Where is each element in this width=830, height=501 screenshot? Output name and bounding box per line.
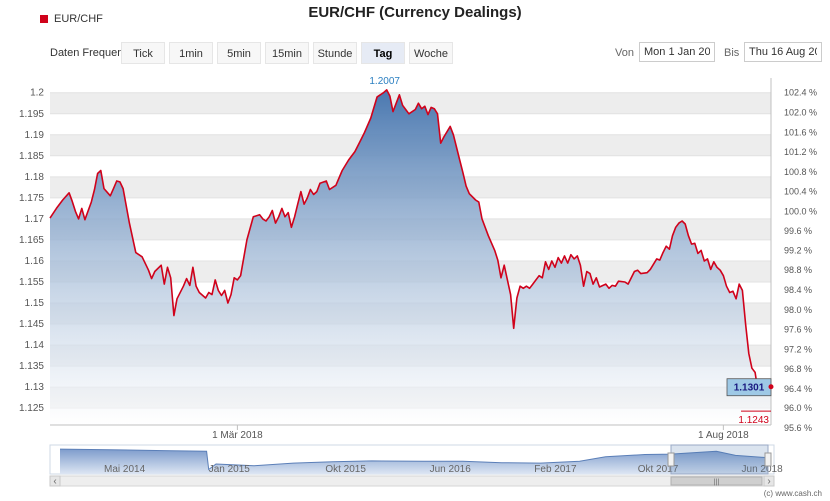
y2-tick-label: 95.6 % — [784, 423, 812, 433]
navigator-label: Feb 2017 — [534, 464, 577, 475]
to-label: Bis — [724, 47, 740, 59]
chart-title: EUR/CHF (Currency Dealings) — [308, 4, 522, 21]
scrollbar-track[interactable] — [49, 475, 775, 487]
y-tick-label: 1.165 — [19, 235, 44, 246]
y2-tick-label: 98.4 % — [784, 285, 812, 295]
y2-tick-label: 96.4 % — [784, 384, 812, 394]
y-tick-label: 1.15 — [25, 298, 45, 309]
y2-tick-label: 100.8 % — [784, 167, 817, 177]
y2-tick-label: 98.8 % — [784, 265, 812, 275]
navigator-label: Okt 2015 — [325, 464, 366, 475]
y2-tick-label: 97.6 % — [784, 325, 812, 335]
y-tick-label: 1.195 — [19, 109, 44, 120]
y-tick-label: 1.155 — [19, 277, 44, 288]
y-tick-label: 1.2 — [30, 88, 44, 99]
legend-swatch — [40, 15, 48, 23]
x-tick-label: 1 Aug 2018 — [698, 430, 749, 441]
y-tick-label: 1.17 — [25, 214, 45, 225]
max-value-label: 1.2007 — [369, 76, 400, 87]
y2-tick-label: 101.6 % — [784, 127, 817, 137]
y-tick-label: 1.145 — [19, 319, 44, 330]
last-point-marker[interactable] — [768, 384, 774, 390]
freq-button-5min[interactable]: 5min — [217, 42, 261, 64]
freq-button-tag[interactable]: Tag — [361, 42, 405, 64]
last-value-label: 1.1301 — [734, 383, 765, 394]
y2-tick-label: 96.8 % — [784, 364, 812, 374]
min-value-label: 1.1243 — [738, 415, 769, 426]
credit-text: (c) www.cash.ch — [763, 489, 822, 498]
y-tick-label: 1.14 — [25, 340, 45, 351]
freq-button-tick[interactable]: Tick — [121, 42, 165, 64]
x-tick-label: 1 Mär 2018 — [212, 430, 263, 441]
y2-tick-label: 100.0 % — [784, 206, 817, 216]
y-tick-label: 1.13 — [25, 382, 45, 393]
navigator-window[interactable] — [670, 444, 769, 475]
navigator-label: Jun 2016 — [430, 464, 472, 475]
y2-tick-label: 97.2 % — [784, 344, 812, 354]
y2-tick-label: 102.4 % — [784, 88, 817, 98]
scroll-right-icon: › — [767, 476, 770, 487]
freq-button-woche[interactable]: Woche — [409, 42, 453, 64]
series-line[interactable] — [49, 89, 772, 396]
y2-tick-label: 102.0 % — [784, 107, 817, 117]
y2-tick-label: 98.0 % — [784, 305, 812, 315]
y2-tick-label: 100.4 % — [784, 187, 817, 197]
navigator-handle-left[interactable] — [667, 452, 675, 467]
scrollbar-right-button[interactable] — [763, 475, 775, 487]
y-tick-label: 1.16 — [25, 256, 45, 267]
y2-tick-label: 96.0 % — [784, 403, 812, 413]
navigator-label: Jun 2018 — [742, 464, 784, 475]
freq-button-1min[interactable]: 1min — [169, 42, 213, 64]
series-area — [50, 89, 771, 426]
scrollbar-thumb[interactable] — [670, 476, 763, 486]
y-tick-label: 1.185 — [19, 151, 44, 162]
navigator-line — [59, 448, 769, 471]
y-tick-label: 1.135 — [19, 361, 44, 372]
freq-button-15min[interactable]: 15min — [265, 42, 309, 64]
scroll-left-icon: ‹ — [53, 476, 56, 487]
y2-tick-label: 99.6 % — [784, 226, 812, 236]
navigator-label: Jan 2015 — [209, 464, 251, 475]
y2-tick-label: 99.2 % — [784, 245, 812, 255]
to-date-input[interactable] — [744, 42, 822, 62]
y-tick-label: 1.18 — [25, 172, 45, 183]
y-tick-label: 1.125 — [19, 403, 44, 414]
navigator-label: Mai 2014 — [104, 464, 146, 475]
from-label: Von — [615, 47, 634, 59]
legend-label[interactable]: EUR/CHF — [54, 13, 103, 25]
y-tick-label: 1.19 — [25, 130, 45, 141]
navigator-handle-right[interactable] — [764, 452, 772, 467]
y-tick-label: 1.175 — [19, 193, 44, 204]
scrollbar-left-button[interactable] — [49, 475, 61, 487]
y2-tick-label: 101.2 % — [784, 147, 817, 157]
frequency-label: Daten Frequenz — [50, 47, 129, 59]
grid-band — [50, 92, 771, 114]
navigator-label: Okt 2017 — [638, 464, 679, 475]
scrollbar-grip-icon: ||| — [714, 479, 720, 486]
freq-button-stunde[interactable]: Stunde — [313, 42, 357, 64]
from-date-input[interactable] — [639, 42, 715, 62]
